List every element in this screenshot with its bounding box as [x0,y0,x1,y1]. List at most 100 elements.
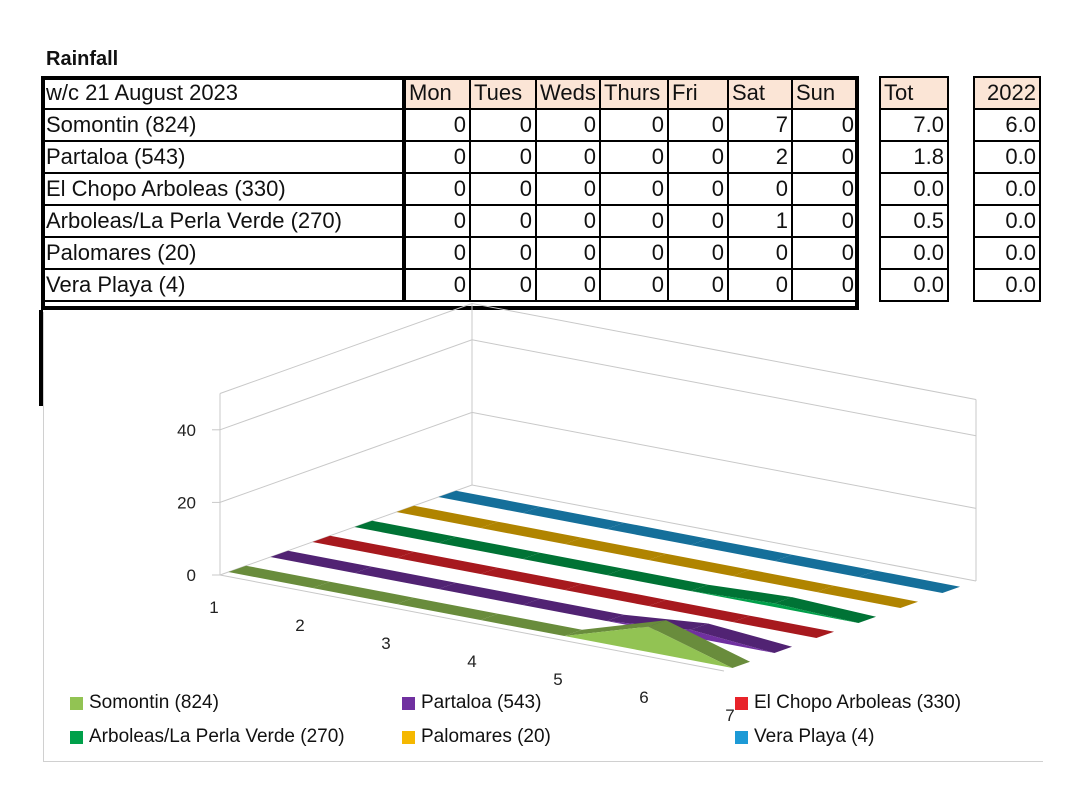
rain-cell: 0 [535,268,601,302]
week-label: w/c 21 August 2023 [41,76,406,110]
chart-area [43,312,1043,762]
prev-year-cell: 6.0 [973,108,1041,142]
legend-label: Vera Playa (4) [754,726,875,747]
series-ribbon-top [480,613,583,636]
table-header-row: w/c 21 August 2023 Mon Tues Weds Thurs F… [41,76,1041,110]
day-header: Sat [727,76,793,110]
table-row: Vera Playa (4) 0 0 0 0 0 0 0 0.0 0.0 [41,268,1041,302]
legend-label: Partaloa (543) [421,692,542,713]
total-cell: 0.5 [879,204,949,238]
rain-cell: 0 [667,172,729,206]
rain-cell: 0 [667,108,729,142]
rain-cell: 0 [791,204,859,238]
prev-year-header: 2022 [973,76,1041,110]
rain-cell: 0 [599,172,669,206]
x-tick-label: 5 [553,670,562,689]
rain-cell: 0 [667,140,729,174]
series-ribbon-top [606,522,709,545]
series-ribbon-top [564,583,667,606]
prev-year-cell: 0.0 [973,204,1041,238]
rain-cell: 2 [727,140,793,174]
series-ribbon-top [480,521,583,544]
series-ribbon-top [564,620,667,636]
station-name: Somontin (824) [41,108,406,142]
rain-cell: 0 [791,268,859,302]
series-ribbon-top [564,537,667,560]
total-header: Tot [879,76,949,110]
rain-cell: 0 [403,172,471,206]
series-ribbon-top [270,550,373,573]
series-ribbon-top [858,570,961,593]
x-tick-label: 4 [467,652,476,671]
legend-swatch [70,696,83,710]
station-name: Partaloa (543) [41,140,406,174]
series-ribbon-top [648,620,751,668]
rain-cell: 0 [403,140,471,174]
series-ribbon-top [354,566,457,589]
table-row: Palomares (20) 0 0 0 0 0 0 0 0.0 0.0 [41,236,1041,270]
legend-item: El Chopo Arboleas (330) [735,692,961,714]
series-ribbon-top [312,581,415,604]
series-ribbon-top [522,598,625,621]
table-left-bar [39,310,43,406]
prev-year-cell: 0.0 [973,140,1041,174]
rain-cell: 0 [535,108,601,142]
series-ribbon-top [438,536,541,559]
total-cell: 7.0 [879,108,949,142]
legend-swatch [735,696,748,710]
prev-year-cell: 0.0 [973,268,1041,302]
series-ribbon-top [396,505,499,528]
rain-cell: 0 [791,140,859,174]
prev-year-cell: 0.0 [973,172,1041,206]
series-ribbon-top [690,584,793,604]
total-cell: 0.0 [879,268,949,302]
x-tick-label: 2 [295,616,304,635]
day-header: Mon [403,76,471,110]
rain-cell: 0 [535,204,601,238]
rain-cell: 0 [667,268,729,302]
legend-label: Palomares (20) [421,726,551,747]
rain-cell: 1 [727,204,793,238]
legend-swatch [402,696,415,710]
rain-cell: 0 [403,268,471,302]
rain-cell: 0 [403,204,471,238]
series-ribbon-top [522,552,625,575]
rain-cell: 0 [727,172,793,206]
x-axis-line [219,574,725,672]
series-ribbon-top [732,615,835,638]
station-name: El Chopo Arboleas (330) [41,172,406,206]
total-cell: 0.0 [879,236,949,270]
series-ribbon-top [732,569,835,592]
prev-year-cell: 0.0 [973,236,1041,270]
series-ribbon-top [606,568,709,591]
rain-cell: 0 [469,108,537,142]
rain-cell: 0 [727,268,793,302]
legend-item: Vera Playa (4) [735,726,874,748]
series-area [354,527,859,623]
page-title: Rainfall [46,48,119,70]
series-ribbon-top [312,535,415,558]
legend-item: Partaloa (543) [402,692,541,714]
series-ribbon-top [396,597,499,620]
series-ribbon-top [648,599,751,622]
rain-cell: 0 [535,172,601,206]
series-ribbon-top [774,597,877,623]
x-tick-label: 1 [209,598,218,617]
rain-cell: 0 [599,140,669,174]
rain-cell: 0 [469,204,537,238]
x-tick-label: 3 [381,634,390,653]
rain-cell: 0 [791,172,859,206]
rain-cell: 0 [667,236,729,270]
series-ribbon-top [690,538,793,561]
x-tick-label: 6 [639,688,648,707]
day-header: Thurs [599,76,669,110]
rain-cell: 0 [599,204,669,238]
legend-label: El Chopo Arboleas (330) [754,692,962,713]
y-tick-label: 0 [187,566,196,585]
series-ribbon-top [438,490,541,513]
station-name: Vera Playa (4) [41,268,406,302]
series-ribbon-top [354,520,457,543]
legend-swatch [735,730,748,744]
rain-cell: 0 [469,172,537,206]
